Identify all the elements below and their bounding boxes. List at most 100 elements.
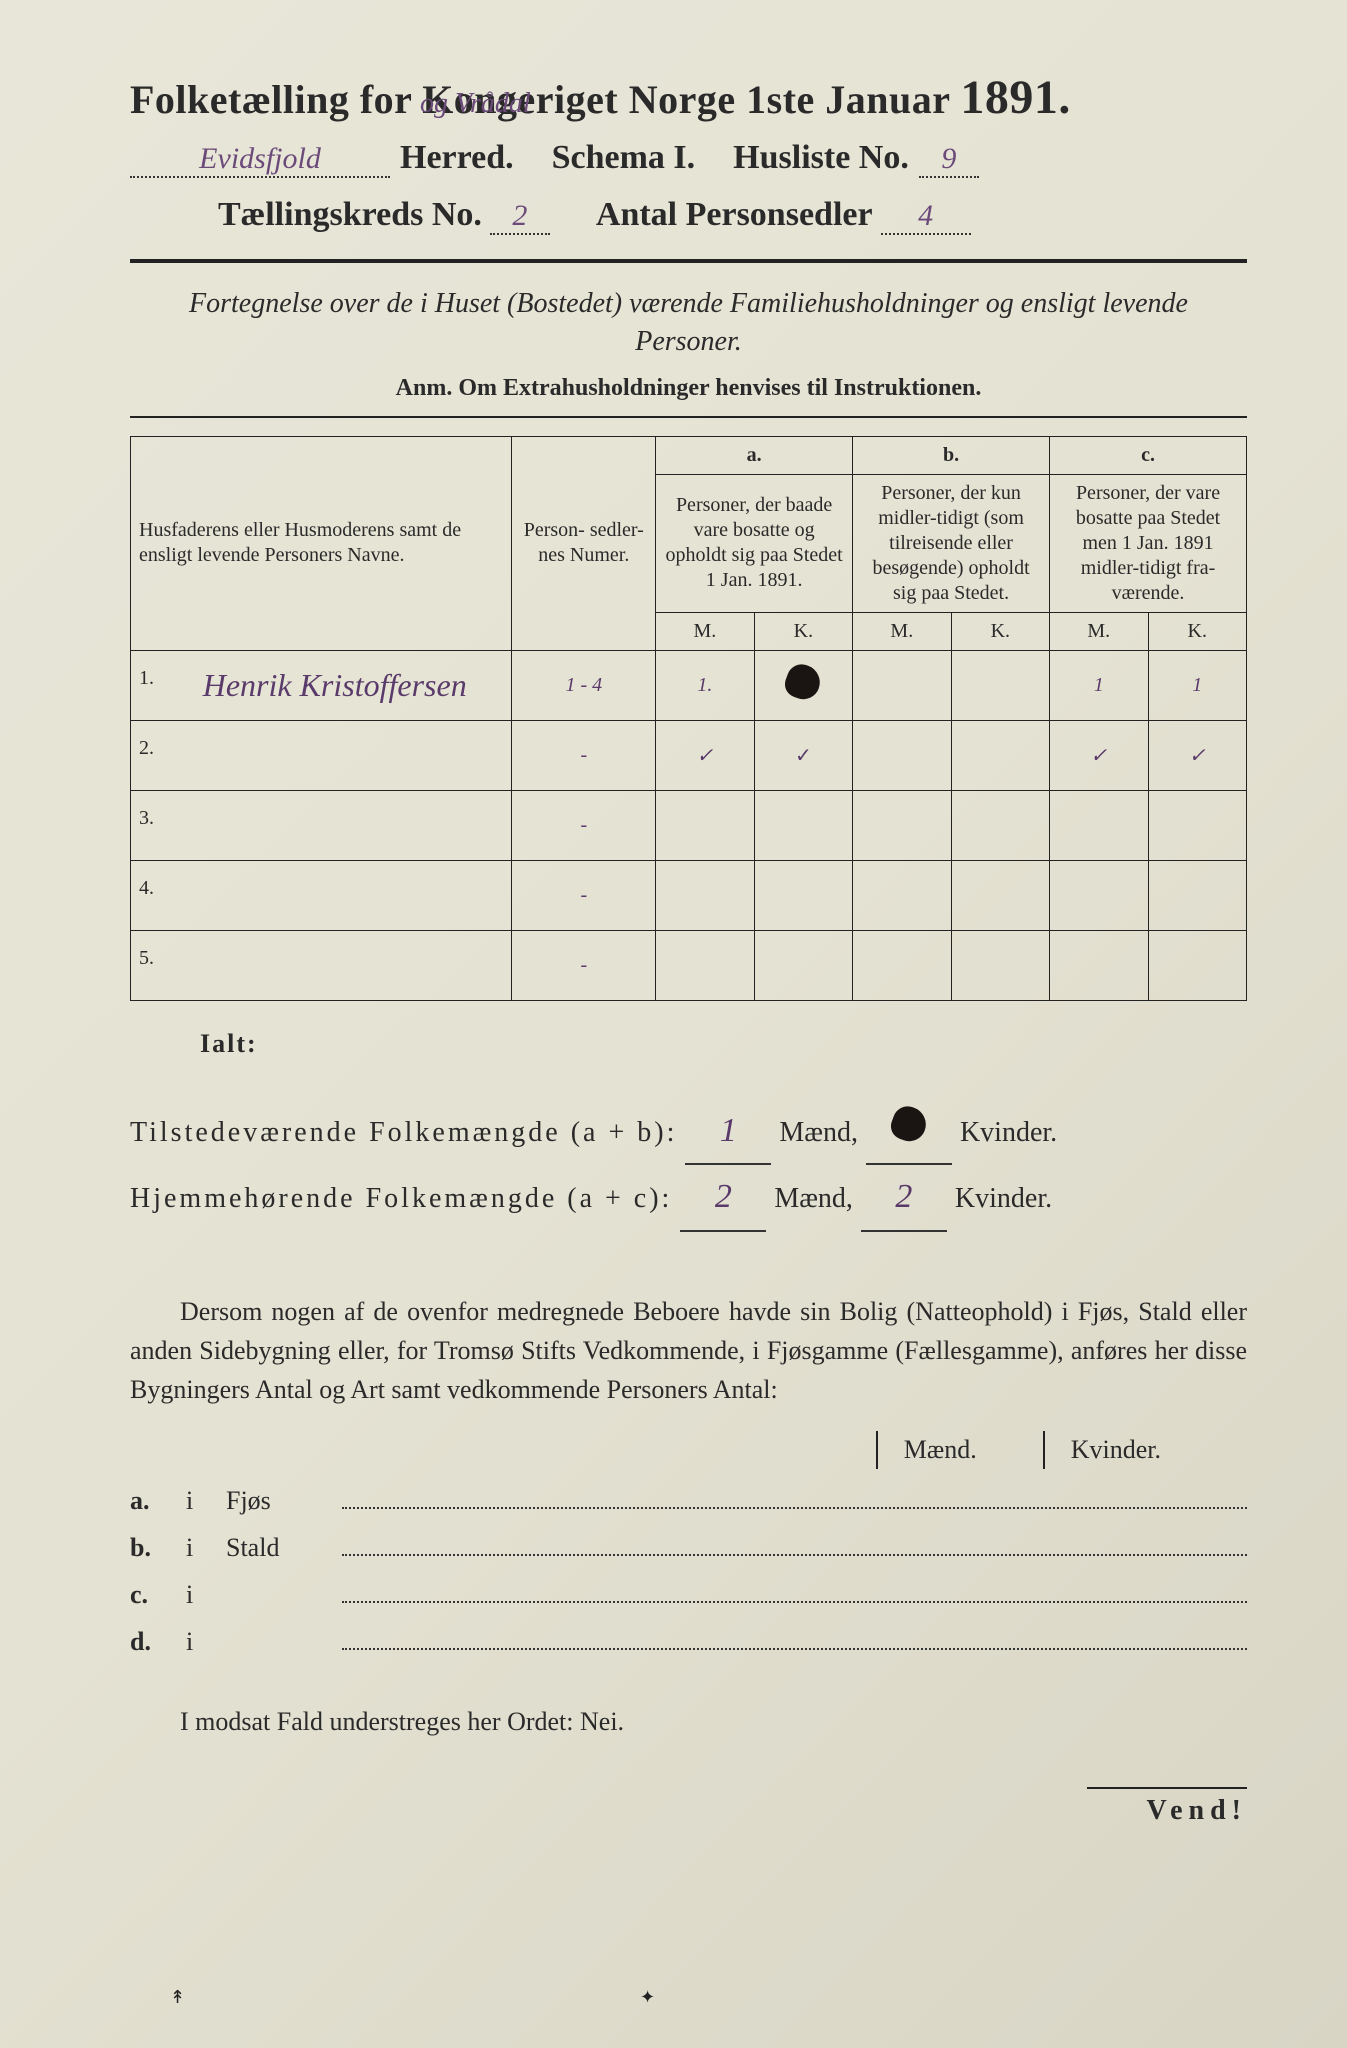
title-year: 1891. xyxy=(960,71,1071,124)
col-c-k: K. xyxy=(1148,612,1247,650)
cell-c-k: 1 xyxy=(1148,650,1247,720)
cell-numer: - xyxy=(512,790,656,860)
bolig-kvinder: Kvinder. xyxy=(1043,1431,1187,1469)
cell-a-m: 1. xyxy=(656,650,754,720)
cell-a-m: ✓ xyxy=(656,720,754,790)
col-b-k: K. xyxy=(951,612,1049,650)
cell-b-m xyxy=(853,930,951,1000)
col-numer: Person- sedler- nes Numer. xyxy=(512,436,656,650)
cell-numer: - xyxy=(512,930,656,1000)
cell-numer: - xyxy=(512,860,656,930)
corner-mark-mid-icon: ✦ xyxy=(640,1987,655,2008)
cell-numer: - xyxy=(512,720,656,790)
table-row: 1. Henrik Kristoffersen1 - 41. 11 xyxy=(131,650,1247,720)
totals-2-m: 2 xyxy=(680,1165,766,1232)
dotted-line xyxy=(342,1575,1247,1603)
totals-1-label: Tilstedeværende Folkemængde (a + b): xyxy=(130,1106,677,1159)
table-row: 5. - xyxy=(131,930,1247,1000)
cell-c-m xyxy=(1050,860,1148,930)
bolig-row: c.i xyxy=(130,1575,1247,1610)
bolig-name: Fjøs xyxy=(226,1486,326,1516)
cell-a-k: ✓ xyxy=(754,720,852,790)
cell-a-k xyxy=(754,860,852,930)
cell-b-k xyxy=(951,860,1049,930)
col-b-head: b. xyxy=(853,436,1050,474)
dotted-line xyxy=(342,1622,1247,1650)
bolig-i: i xyxy=(186,1486,210,1516)
cell-b-k xyxy=(951,930,1049,1000)
totals-row-2: Hjemmehørende Folkemængde (a + c): 2 Mæn… xyxy=(130,1165,1247,1232)
row-number: 4. xyxy=(131,860,512,930)
col-c: Personer, der vare bosatte paa Stedet me… xyxy=(1050,474,1247,612)
cell-a-m xyxy=(656,860,754,930)
bolig-letter: d. xyxy=(130,1627,170,1657)
cell-c-k xyxy=(1148,790,1247,860)
nei-line: I modsat Fald understreges her Ordet: Ne… xyxy=(130,1707,1247,1737)
totals-maend-2: Mænd, xyxy=(774,1172,853,1225)
col-a-head: a. xyxy=(656,436,853,474)
bolig-paragraph: Dersom nogen af de ovenfor medregnede Be… xyxy=(130,1292,1247,1409)
col-a-m: M. xyxy=(656,612,754,650)
cell-a-k xyxy=(754,790,852,860)
col-name: Husfaderens eller Husmoderens samt de en… xyxy=(131,436,512,650)
bolig-table: Mænd. Kvinder. a.iFjøsb.iStaldc.id.i xyxy=(130,1431,1247,1657)
dotted-line xyxy=(342,1528,1247,1556)
dotted-line xyxy=(342,1481,1247,1509)
bolig-row: a. i Fjøs xyxy=(130,1481,1247,1516)
cell-c-m: 1 xyxy=(1050,650,1148,720)
bolig-i: i xyxy=(186,1533,210,1563)
totals: Tilstedeværende Folkemængde (a + b): 1 M… xyxy=(130,1099,1247,1232)
schema-label: Schema I. xyxy=(552,139,696,177)
col-c-head: c. xyxy=(1050,436,1247,474)
col-a-k: K. xyxy=(754,612,852,650)
cell-b-m xyxy=(853,650,951,720)
page-title: Folketælling for Kongeriget Norge 1ste J… xyxy=(130,70,1247,125)
cell-b-m xyxy=(853,860,951,930)
cell-b-m xyxy=(853,720,951,790)
totals-kvinder-2: Kvinder. xyxy=(955,1172,1052,1225)
table-row: 2. -✓✓✓✓ xyxy=(131,720,1247,790)
cell-c-m: ✓ xyxy=(1050,720,1148,790)
row-number: 3. xyxy=(131,790,512,860)
herred-value: Evidsfjold xyxy=(130,142,390,178)
census-page: og Vrådal Folketælling for Kongeriget No… xyxy=(0,0,1347,2048)
cell-a-m xyxy=(656,930,754,1000)
row-number: 1. Henrik Kristoffersen xyxy=(131,650,512,720)
bolig-row: d. i xyxy=(130,1622,1247,1657)
table-row: 4. - xyxy=(131,860,1247,930)
cell-b-k xyxy=(951,720,1049,790)
header-line-3: Tællingskreds No. 2 Antal Personsedler 4 xyxy=(130,196,1247,235)
cell-b-k xyxy=(951,790,1049,860)
row-number: 2. xyxy=(131,720,512,790)
col-a: Personer, der baade vare bosatte og opho… xyxy=(656,474,853,612)
totals-1-m: 1 xyxy=(685,1099,771,1166)
totals-2-label: Hjemmehørende Folkemængde (a + c): xyxy=(130,1172,672,1225)
header-row-1: Husfaderens eller Husmoderens samt de en… xyxy=(131,436,1247,474)
totals-1-k xyxy=(866,1099,952,1166)
anm-note: Anm. Om Extrahusholdninger henvises til … xyxy=(130,375,1247,402)
antal-value: 4 xyxy=(881,199,971,235)
ink-blob-icon xyxy=(782,660,826,704)
divider-1 xyxy=(130,259,1247,263)
row-number: 5. xyxy=(131,930,512,1000)
main-table: Husfaderens eller Husmoderens samt de en… xyxy=(130,436,1247,1001)
ink-blob-icon xyxy=(887,1102,931,1146)
herred-label: Herred. xyxy=(400,139,514,177)
bolig-i: i xyxy=(186,1627,210,1657)
totals-row-1: Tilstedeværende Folkemængde (a + b): 1 M… xyxy=(130,1099,1247,1166)
bolig-name: Stald xyxy=(226,1533,326,1563)
cell-a-k xyxy=(754,650,852,720)
cell-numer: 1 - 4 xyxy=(512,650,656,720)
ialt-label: Ialt: xyxy=(200,1029,1247,1059)
husliste-value: 9 xyxy=(919,142,979,178)
bolig-i: i xyxy=(186,1580,210,1610)
bolig-letter: a. xyxy=(130,1486,170,1516)
title-text: Folketælling for Kongeriget Norge 1ste J… xyxy=(130,77,950,122)
subtitle: Fortegnelse over de i Huset (Bostedet) v… xyxy=(170,285,1207,361)
bolig-maend: Mænd. xyxy=(876,1431,1003,1469)
corner-mark-left-icon: ↟ xyxy=(170,1987,185,2008)
col-b-m: M. xyxy=(853,612,951,650)
cell-c-k xyxy=(1148,860,1247,930)
divider-2 xyxy=(130,416,1247,418)
header-line-2: Evidsfjold Herred. Schema I. Husliste No… xyxy=(130,139,1247,178)
